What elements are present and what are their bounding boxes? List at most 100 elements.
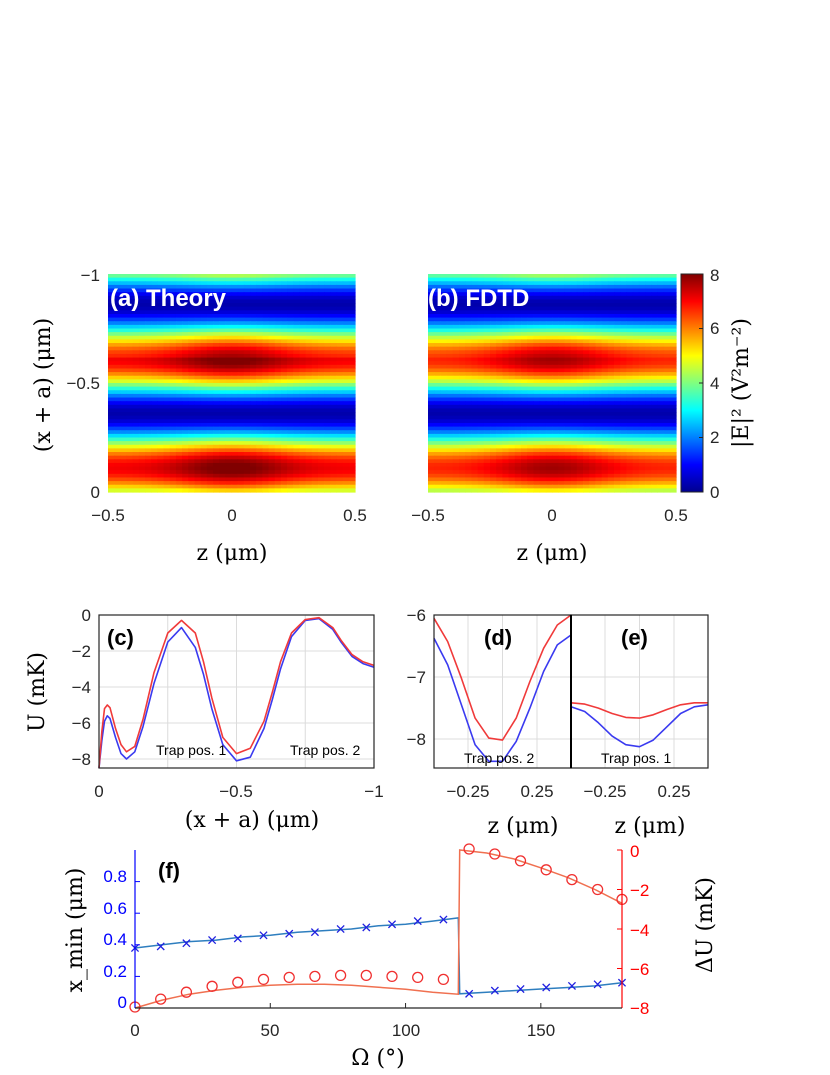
heatmap-cell <box>120 415 128 420</box>
heatmap-cell <box>243 274 251 279</box>
heatmap-cell <box>206 299 214 304</box>
heatmap-cell <box>508 484 516 489</box>
heatmap-cell <box>250 488 257 493</box>
heatmap-cell <box>336 303 344 308</box>
heatmap-cell <box>471 310 479 315</box>
heatmap-cell <box>657 292 665 297</box>
heatmap-cell <box>342 361 350 366</box>
heatmap-cell <box>583 441 590 446</box>
heatmap-cell <box>157 375 165 380</box>
heatmap-cell <box>324 343 331 348</box>
heatmap-cell <box>311 324 319 330</box>
heatmap-cell <box>299 393 307 399</box>
heatmap-cell <box>126 274 134 279</box>
heatmap-cell <box>188 368 196 373</box>
heatmap-cell <box>428 430 435 435</box>
heatmap-cell <box>570 415 578 420</box>
heatmap-cell <box>620 488 627 493</box>
heatmap-cell <box>583 324 590 330</box>
heatmap-cell <box>324 448 331 453</box>
heatmap-cell <box>182 317 189 322</box>
heatmap-cell <box>514 415 522 420</box>
heatmap-cell <box>225 277 233 282</box>
heatmap-cell <box>614 412 621 417</box>
heatmap-cell <box>651 488 658 493</box>
heatmap-cell <box>342 375 350 380</box>
heatmap-cell <box>348 368 356 373</box>
heatmap-cell <box>126 459 134 464</box>
heatmap-cell <box>446 477 454 482</box>
heatmap-cell <box>521 335 528 340</box>
heatmap-cell <box>471 452 479 457</box>
heatmap-cell <box>212 372 220 377</box>
heatmap-cell <box>483 350 491 355</box>
heatmap-cell <box>645 372 652 377</box>
heatmap-cell <box>305 372 313 377</box>
heatmap-cell <box>552 444 559 449</box>
heatmap-cell <box>182 295 189 301</box>
heatmap-cell <box>108 303 115 308</box>
heatmap-cell <box>206 473 214 479</box>
heatmap-cell <box>268 295 276 301</box>
heatmap-cell <box>317 444 325 449</box>
heatmap-cell <box>669 361 677 366</box>
heatmap-cell <box>342 404 350 410</box>
heatmap-cell <box>293 397 301 402</box>
heatmap-cell <box>539 295 547 301</box>
heatmap-cell <box>434 448 441 453</box>
heatmap-cell <box>583 332 590 337</box>
heatmap-cell <box>237 470 245 475</box>
heatmap-cell <box>428 379 435 384</box>
heatmap-cell <box>452 284 460 290</box>
heatmap-cell <box>508 481 516 486</box>
heatmap-cell <box>182 415 189 420</box>
heatmap-cell <box>490 415 497 420</box>
panel-c-ylabel: U (mK) <box>25 652 50 732</box>
heatmap-cell <box>305 488 313 493</box>
heatmap-cell <box>108 335 115 340</box>
heatmap-cell <box>280 466 288 471</box>
heatmap-cell <box>595 488 603 493</box>
heatmap-cell <box>250 426 257 431</box>
heatmap-cell <box>145 393 152 399</box>
heatmap-cell <box>175 277 183 282</box>
heatmap-cell <box>330 335 338 340</box>
heatmap-cell <box>336 372 344 377</box>
heatmap-cell <box>440 401 448 406</box>
heatmap-cell <box>620 393 627 399</box>
heatmap-cell <box>620 462 627 468</box>
heatmap-cell <box>607 379 615 384</box>
heatmap-cell <box>638 339 646 344</box>
heatmap-cell <box>163 462 171 468</box>
heatmap-cell <box>533 481 541 486</box>
heatmap-cell <box>324 299 331 304</box>
heatmap-cell <box>601 277 609 282</box>
heatmap-cell <box>657 401 665 406</box>
heatmap-cell <box>589 484 596 489</box>
heatmap-cell <box>175 274 183 279</box>
heatmap-cell <box>576 441 584 446</box>
heatmap-cell <box>459 426 466 431</box>
heatmap-cell <box>237 452 245 457</box>
heatmap-cell <box>502 277 510 282</box>
heatmap-cell <box>539 335 547 340</box>
heatmap-cell <box>607 477 615 482</box>
heatmap-cell <box>293 419 301 424</box>
heatmap-cell <box>311 404 319 410</box>
heatmap-cell <box>311 452 319 457</box>
heatmap-cell <box>552 379 559 384</box>
heatmap-cell <box>477 401 485 406</box>
heatmap-cell <box>200 488 208 493</box>
heatmap-cell <box>483 473 491 479</box>
heatmap-cell <box>471 379 479 384</box>
heatmap-cell <box>175 477 183 482</box>
heatmap-cell <box>299 281 307 286</box>
o-marker <box>412 971 424 984</box>
heatmap-cell <box>632 484 640 489</box>
heatmap-cell <box>200 430 208 435</box>
heatmap-cell <box>576 328 584 333</box>
heatmap-cell <box>231 284 239 290</box>
heatmap-cell <box>163 328 171 333</box>
heatmap-cell <box>651 313 658 319</box>
heatmap-cell <box>132 361 140 366</box>
